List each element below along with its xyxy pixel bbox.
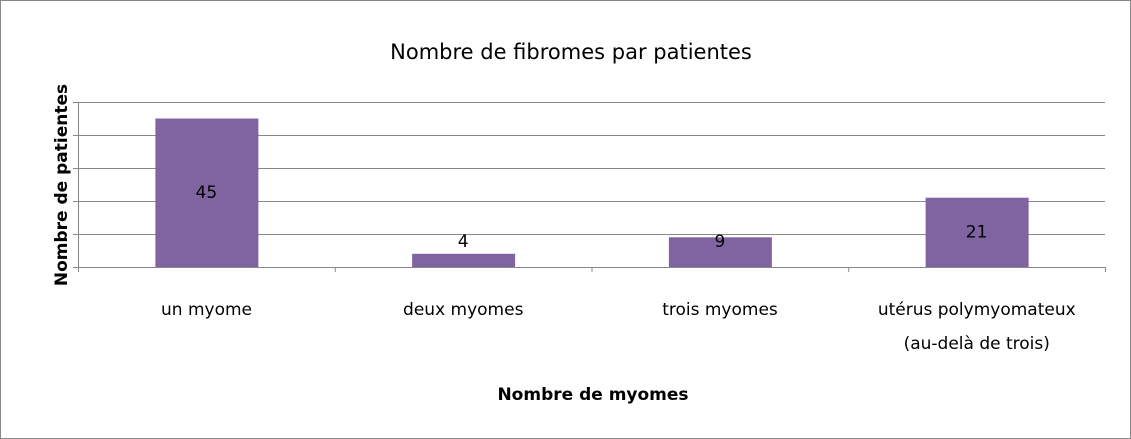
data-label: 45 <box>196 183 218 203</box>
bar <box>668 237 772 267</box>
x-tick-label: trois myomes <box>662 300 778 320</box>
data-label: 9 <box>714 232 725 252</box>
data-label: 4 <box>458 232 469 252</box>
bar <box>155 118 259 267</box>
bar <box>412 253 516 267</box>
x-tick-label: utérus polymyomateux (au-delà de trois) <box>877 300 1076 354</box>
bar <box>925 197 1029 267</box>
x-axis-title: Nombre de myomes <box>497 385 688 405</box>
data-label: 21 <box>966 222 988 242</box>
y-axis-title: Nombre de patientes <box>52 84 72 286</box>
chart-title: Nombre de fibromes par patientes <box>390 40 752 64</box>
x-tick-label: deux myomes <box>403 300 524 320</box>
x-tick-label: un myome <box>161 300 252 320</box>
